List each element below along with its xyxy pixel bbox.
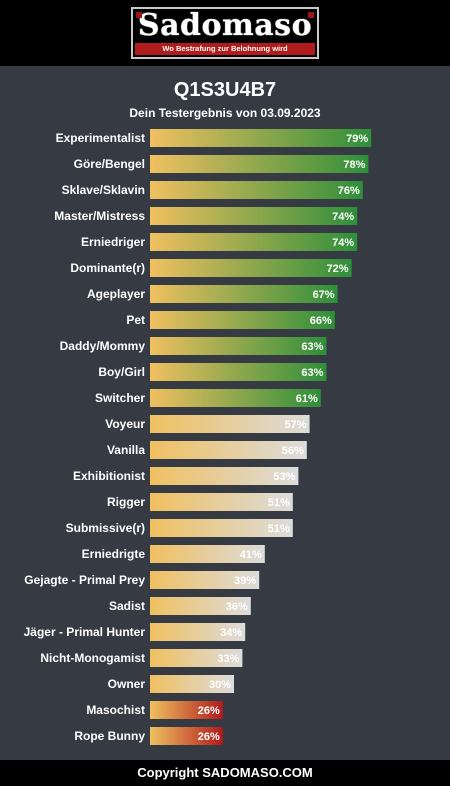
value-label: 56% xyxy=(282,445,304,457)
category-label: Gejagte - Primal Prey xyxy=(24,573,145,587)
category-label: Jäger - Primal Hunter xyxy=(24,625,146,639)
category-label: Erniedrigte xyxy=(82,547,146,561)
value-label: 34% xyxy=(220,627,242,639)
category-label: Dominante(r) xyxy=(70,261,145,275)
result-bar xyxy=(150,545,265,563)
category-label: Sadist xyxy=(109,599,145,613)
category-label: Göre/Bengel xyxy=(74,157,145,171)
category-label: Exhibitionist xyxy=(73,469,145,483)
category-label: Nicht-Monogamist xyxy=(40,651,145,665)
value-label: 63% xyxy=(301,341,323,353)
result-bar xyxy=(150,285,338,303)
category-label: Sklave/Sklavin xyxy=(62,183,145,197)
value-label: 72% xyxy=(327,263,349,275)
value-label: 53% xyxy=(273,471,295,483)
value-label: 63% xyxy=(301,367,323,379)
result-bar-chart: Experimentalist 79% Göre/Bengel 78% Sklave/S… xyxy=(24,129,372,745)
result-bar xyxy=(150,233,358,251)
footer-copyright[interactable]: Copyright SADOMASO.COM xyxy=(0,760,450,786)
result-bar xyxy=(150,649,243,667)
result-bar xyxy=(150,311,335,329)
value-label: 30% xyxy=(209,679,231,691)
result-bar xyxy=(150,727,223,745)
logo-tagline: Wo Bestrafung zur Belohnung wird xyxy=(135,43,315,55)
result-bar xyxy=(150,207,358,225)
sadomaso-logo[interactable]: Sadomaso Wo Bestrafung zur Belohnung wir… xyxy=(131,7,319,59)
category-label: Rigger xyxy=(107,495,145,509)
result-bar xyxy=(150,519,293,537)
value-label: 61% xyxy=(296,393,318,405)
result-bar xyxy=(150,675,234,693)
result-bar xyxy=(150,467,299,485)
value-label: 74% xyxy=(332,237,354,249)
category-label: Masochist xyxy=(86,703,145,717)
value-label: 51% xyxy=(268,523,290,535)
result-bar xyxy=(150,337,327,355)
value-label: 36% xyxy=(226,601,248,613)
result-bar xyxy=(150,129,372,147)
category-label: Switcher xyxy=(95,391,145,405)
value-label: 79% xyxy=(346,133,368,145)
value-label: 26% xyxy=(198,731,220,743)
result-bar xyxy=(150,389,321,407)
result-bar xyxy=(150,415,310,433)
value-label: 78% xyxy=(343,159,365,171)
value-label: 57% xyxy=(285,419,307,431)
value-label: 74% xyxy=(332,211,354,223)
result-bar xyxy=(150,597,251,615)
result-bar xyxy=(150,155,369,173)
value-label: 41% xyxy=(240,549,262,561)
value-label: 76% xyxy=(338,185,360,197)
value-label: 51% xyxy=(268,497,290,509)
category-label: Master/Mistress xyxy=(54,209,145,223)
category-label: Vanilla xyxy=(107,443,145,457)
result-bar xyxy=(150,181,363,199)
value-label: 33% xyxy=(217,653,239,665)
header-bar: Sadomaso Wo Bestrafung zur Belohnung wir… xyxy=(0,0,450,66)
value-label: 26% xyxy=(198,705,220,717)
category-label: Ageplayer xyxy=(87,287,145,301)
category-label: Daddy/Mommy xyxy=(60,339,146,353)
result-bar xyxy=(150,259,352,277)
category-label: Pet xyxy=(126,313,145,327)
category-label: Experimentalist xyxy=(56,131,145,145)
value-label: 67% xyxy=(313,289,335,301)
result-bar xyxy=(150,571,260,589)
category-label: Owner xyxy=(108,677,146,691)
logo-ornament-icon xyxy=(308,12,314,18)
value-label: 39% xyxy=(234,575,256,587)
result-code-title: Q1S3U4B7 xyxy=(173,79,277,101)
logo-title: Sadomaso xyxy=(137,8,313,43)
category-label: Boy/Girl xyxy=(98,365,145,379)
result-bar xyxy=(150,493,293,511)
result-bar xyxy=(150,623,246,641)
category-label: Submissive(r) xyxy=(66,521,145,535)
category-label: Voyeur xyxy=(105,417,145,431)
category-label: Rope Bunny xyxy=(74,729,145,743)
result-date-subtitle: Dein Testergebnis von 03.09.2023 xyxy=(129,106,321,120)
result-bar xyxy=(150,701,223,719)
category-label: Erniedriger xyxy=(81,235,145,249)
logo-ornament-icon xyxy=(136,12,142,18)
result-bar xyxy=(150,363,327,381)
value-label: 66% xyxy=(310,315,332,327)
result-bar xyxy=(150,441,307,459)
